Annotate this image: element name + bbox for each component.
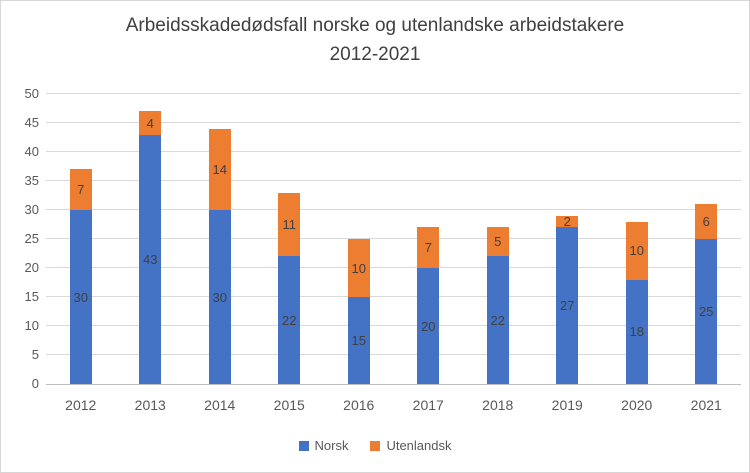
bar-segment-norsk-2014[interactable]: 30: [208, 210, 231, 384]
y-axis-tick-25: 25: [24, 231, 39, 246]
bar-segment-norsk-2017[interactable]: 20: [417, 268, 440, 384]
bar-segment-norsk-2013[interactable]: 43: [139, 134, 162, 384]
bar-value-label: 10: [351, 260, 366, 276]
x-axis-tick-2021: 2021: [690, 397, 722, 413]
bar-2014[interactable]: 14 30: [208, 128, 231, 384]
gridline-0: [46, 384, 741, 385]
bar-value-label: 18: [629, 324, 644, 340]
plot-area: 7 30 4 43 14 30 11 22 10 15 7 20 5 22 2 27 10 18 6 25: [46, 93, 741, 385]
y-axis-tick-20: 20: [24, 260, 39, 275]
bar-segment-utenlandsk-2017[interactable]: 7: [417, 227, 440, 268]
bar-segment-utenlandsk-2020[interactable]: 10: [625, 221, 648, 280]
bar-2012[interactable]: 7 30: [69, 169, 92, 384]
bar-value-label: 11: [282, 217, 297, 232]
y-axis-tick-10: 10: [24, 318, 39, 333]
bar-segment-utenlandsk-2013[interactable]: 4: [139, 111, 162, 135]
y-axis-tick-5: 5: [31, 347, 39, 362]
legend-item-norsk[interactable]: Norsk: [298, 438, 349, 453]
bar-value-label: 10: [629, 243, 644, 259]
x-axis-tick-2013: 2013: [134, 397, 166, 413]
bar-segment-utenlandsk-2016[interactable]: 10: [347, 239, 370, 297]
x-axis-tick-2019: 2019: [551, 397, 583, 413]
x-axis-tick-2015: 2015: [273, 397, 305, 413]
gridline-5: [46, 354, 741, 355]
x-axis-tick-2020: 2020: [621, 397, 653, 413]
legend-label-utenlandsk: Utenlandsk: [386, 438, 452, 453]
bar-2020[interactable]: 10 18: [625, 221, 648, 384]
bar-value-label: 30: [212, 289, 227, 305]
bar-2016[interactable]: 10 15: [347, 239, 370, 384]
chart-title-line1: Arbeidsskadedødsfall norske og utenlands…: [125, 15, 625, 36]
legend-swatch-utenlandsk: [370, 440, 381, 451]
y-axis-tick-50: 50: [24, 86, 39, 101]
bar-value-label: 27: [560, 298, 575, 314]
bar-segment-norsk-2015[interactable]: 22: [278, 256, 301, 384]
bar-value-label: 20: [421, 318, 436, 334]
y-axis-tick-40: 40: [24, 144, 39, 159]
gridline-20: [46, 267, 741, 268]
bar-2013[interactable]: 4 43: [139, 111, 162, 384]
x-axis-tick-2016: 2016: [343, 397, 375, 413]
x-axis-tick-2014: 2014: [204, 397, 236, 413]
bar-segment-norsk-2012[interactable]: 30: [69, 210, 92, 384]
bar-value-label: 15: [351, 333, 366, 348]
bar-segment-utenlandsk-2019[interactable]: 2: [556, 214, 579, 230]
bar-value-label: 43: [143, 251, 158, 267]
x-axis-tick-2018: 2018: [482, 397, 514, 413]
bar-segment-norsk-2016[interactable]: 15: [347, 297, 370, 384]
bar-segment-utenlandsk-2015[interactable]: 11: [278, 192, 301, 257]
x-axis-tick-2012: 2012: [65, 397, 97, 413]
bar-segment-utenlandsk-2018[interactable]: 5: [486, 227, 509, 257]
legend-item-utenlandsk[interactable]: Utenlandsk: [370, 438, 452, 453]
gridline-15: [46, 296, 741, 297]
bar-segment-utenlandsk-2014[interactable]: 14: [208, 128, 231, 210]
bar-value-label: 22: [490, 312, 505, 328]
y-axis-tick-35: 35: [24, 173, 39, 188]
legend-label-norsk: Norsk: [314, 438, 349, 453]
bar-value-label: 14: [212, 161, 227, 177]
bar-value-label: 2: [563, 214, 571, 230]
gridline-30: [46, 209, 741, 210]
bar-segment-norsk-2021[interactable]: 25: [695, 239, 718, 384]
chart-legend: Norsk Utenlandsk: [1, 438, 749, 453]
gridline-10: [46, 325, 741, 326]
bar-segment-norsk-2019[interactable]: 27: [556, 227, 579, 384]
gridline-40: [46, 151, 741, 152]
bar-value-label: 4: [146, 115, 154, 131]
bar-segment-utenlandsk-2021[interactable]: 6: [695, 204, 718, 239]
bar-2021[interactable]: 6 25: [695, 204, 718, 384]
gridline-50: [46, 93, 741, 94]
y-axis-tick-30: 30: [24, 202, 39, 217]
bar-2019[interactable]: 2 27: [556, 214, 579, 384]
gridline-45: [46, 122, 741, 123]
bar-2017[interactable]: 7 20: [417, 227, 440, 384]
chart-title: Arbeidsskadedødsfall norske og utenlands…: [1, 11, 749, 69]
bar-segment-norsk-2018[interactable]: 22: [486, 256, 509, 384]
bar-value-label: 7: [424, 240, 432, 256]
gridline-25: [46, 238, 741, 239]
legend-swatch-norsk: [298, 440, 309, 451]
bar-value-label: 30: [73, 289, 88, 305]
bar-value-label: 25: [699, 304, 714, 319]
bar-2015[interactable]: 11 22: [278, 192, 301, 384]
y-axis-tick-45: 45: [24, 115, 39, 130]
y-axis-tick-0: 0: [31, 376, 39, 391]
x-axis-tick-2017: 2017: [412, 397, 444, 413]
bar-segment-utenlandsk-2012[interactable]: 7: [69, 169, 92, 210]
bar-value-label: 5: [494, 234, 502, 250]
bar-value-label: 7: [77, 182, 85, 198]
bar-value-label: 6: [702, 214, 710, 230]
bar-segment-norsk-2020[interactable]: 18: [625, 279, 648, 384]
bar-2018[interactable]: 5 22: [486, 227, 509, 384]
bar-value-label: 22: [282, 312, 297, 328]
chart-title-line2: 2012-2021: [329, 44, 421, 65]
gridline-35: [46, 180, 741, 181]
y-axis-tick-15: 15: [24, 289, 39, 304]
